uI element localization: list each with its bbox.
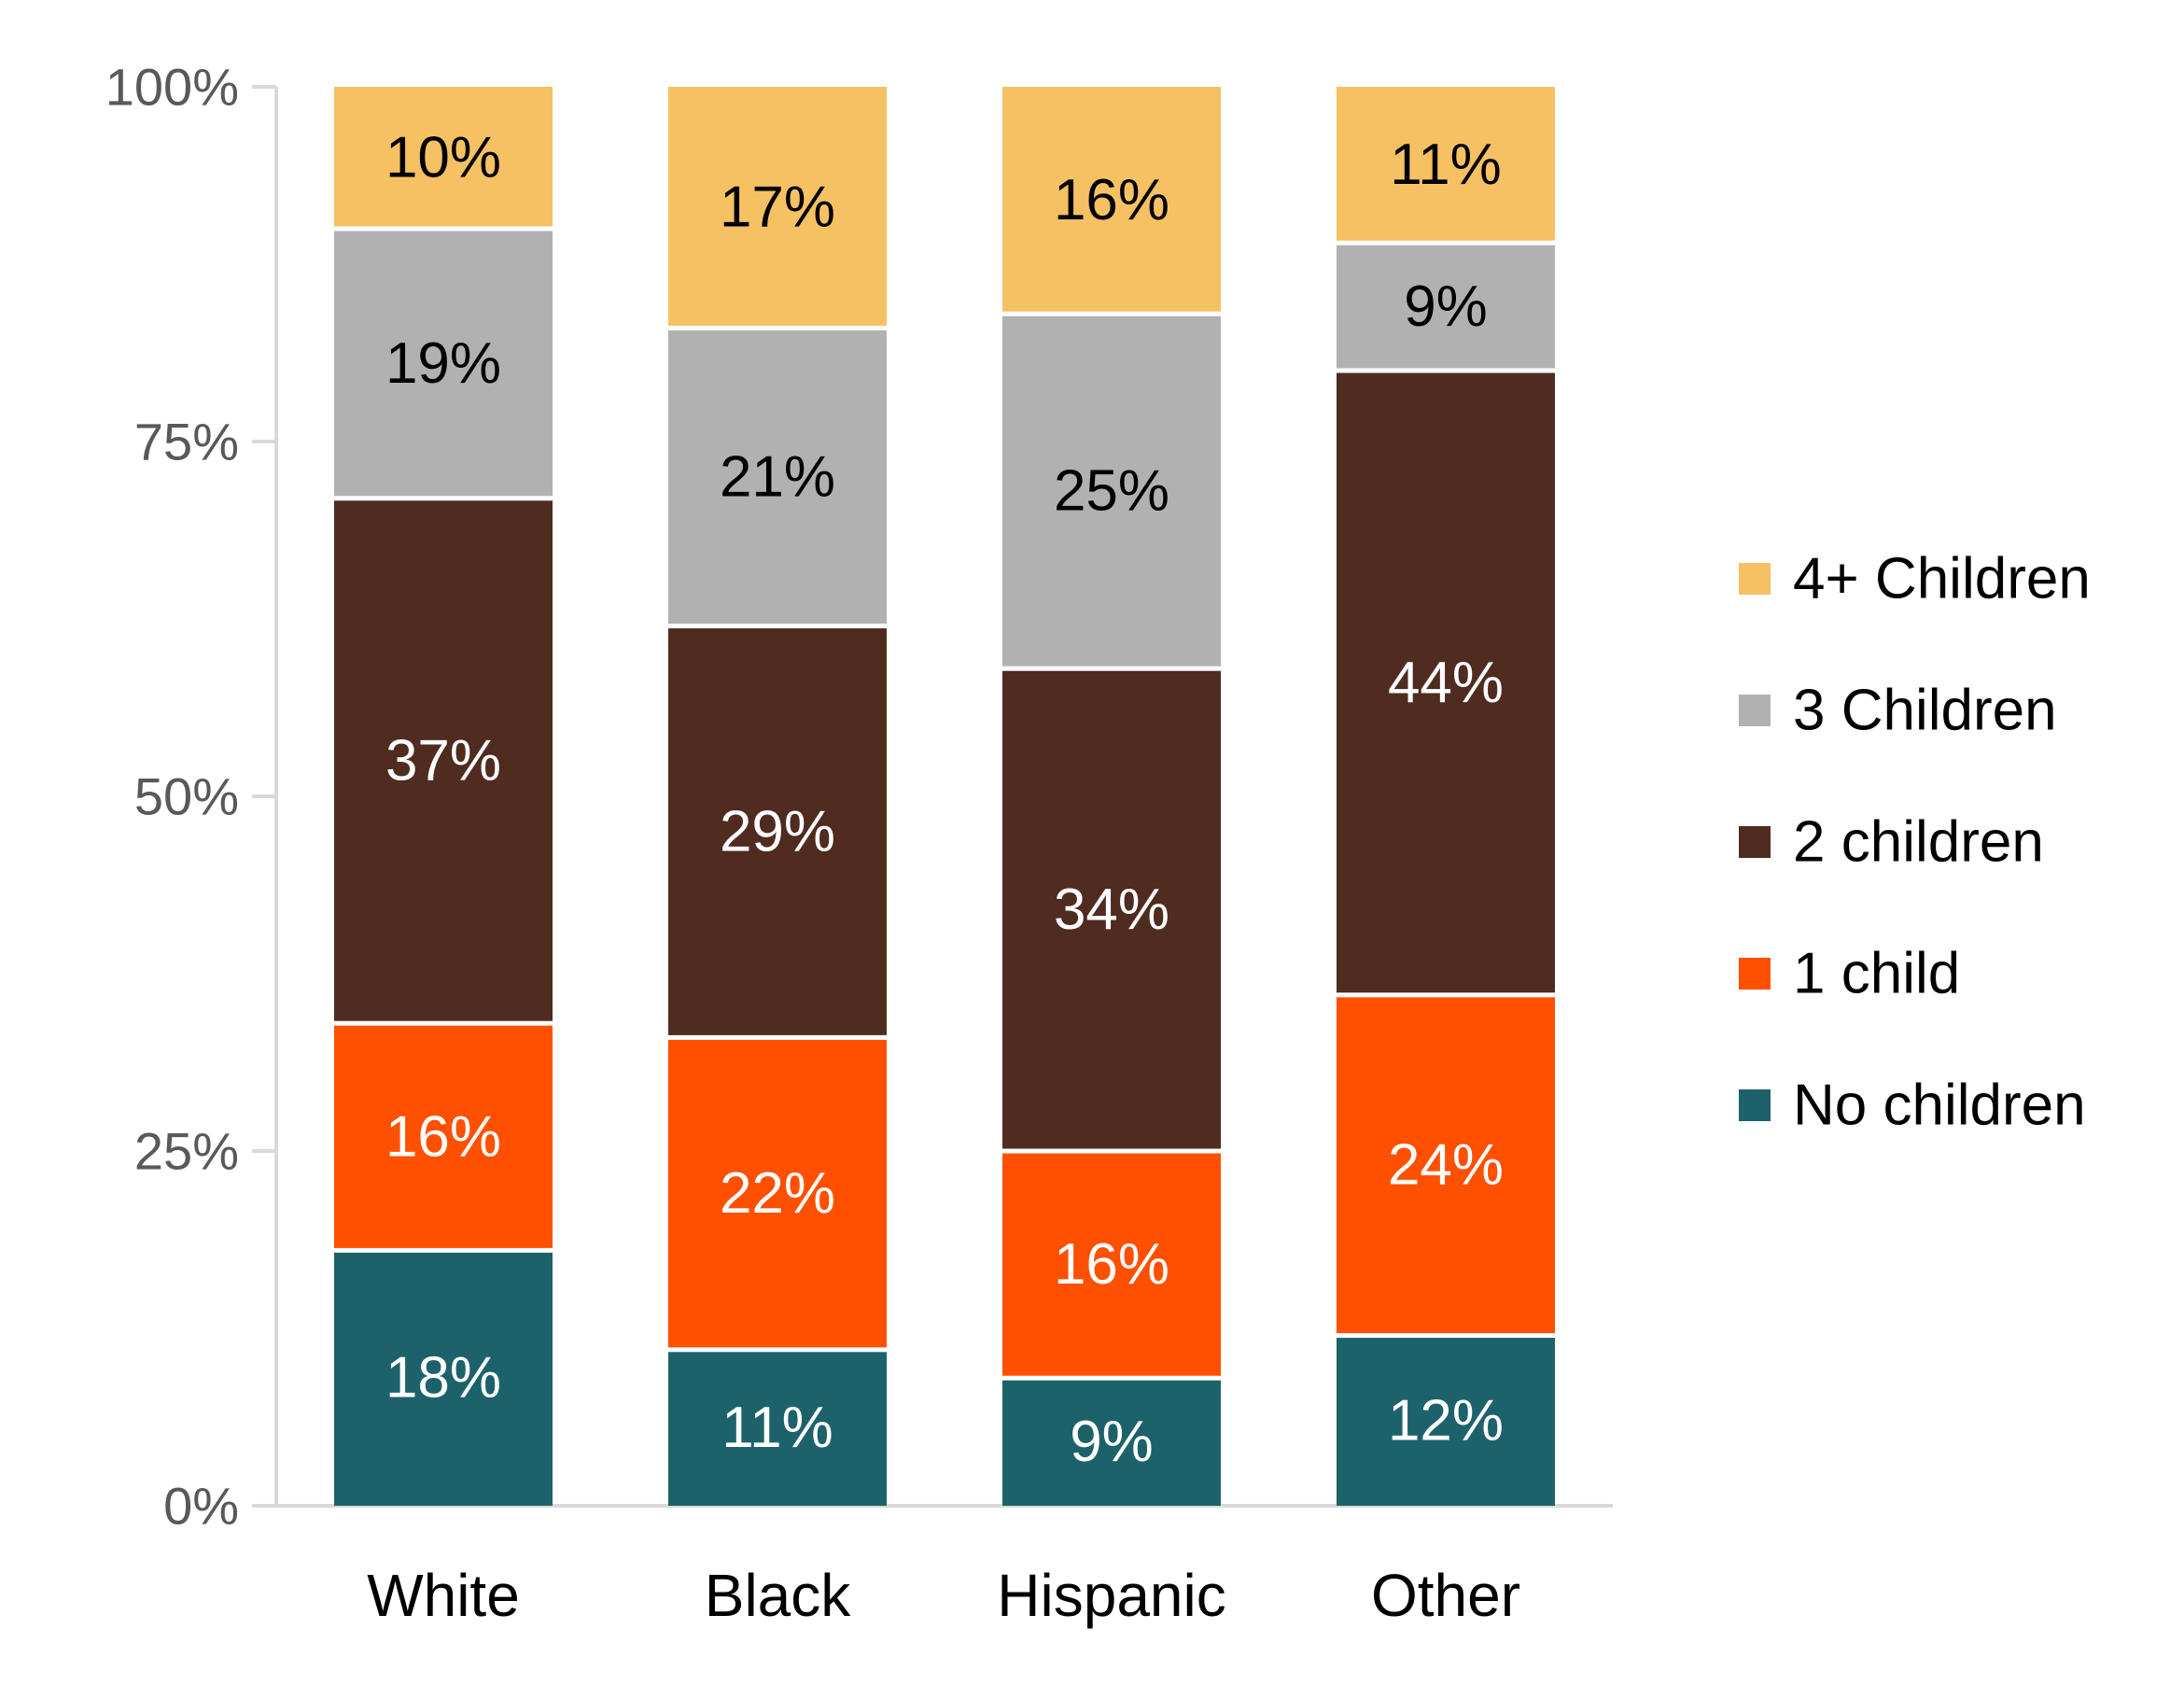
y-axis: 0% 25% 50% 75% 100%: [105, 58, 278, 1536]
data-label: 24%: [1388, 1133, 1504, 1198]
legend-item-1-child[interactable]: 1 child: [1739, 942, 1960, 1006]
bar-segment-white-no-children: [334, 1252, 553, 1506]
x-axis: White Black Hispanic Other: [252, 1504, 1613, 1629]
data-label: 9%: [1070, 1410, 1154, 1474]
bar-segment-white-1-child: [334, 1025, 553, 1248]
legend-label: 2 children: [1793, 810, 2044, 875]
data-label: 16%: [1054, 168, 1169, 232]
bar-segment-black-4-children: [668, 87, 887, 326]
data-label: 16%: [385, 1104, 501, 1169]
legend-swatch: [1739, 958, 1771, 990]
legend-item-no-children[interactable]: No children: [1739, 1074, 2086, 1138]
legend-item-4-children[interactable]: 4+ Children: [1739, 547, 2091, 611]
data-label: 37%: [385, 729, 501, 793]
bar-segment-black-2-children: [668, 628, 887, 1035]
data-label: 19%: [385, 331, 501, 396]
bars: [334, 87, 1555, 1506]
legend-label: 4+ Children: [1793, 547, 2091, 611]
data-label: 29%: [720, 800, 835, 864]
data-label: 18%: [385, 1346, 501, 1411]
legend-item-3-children[interactable]: 3 Children: [1739, 679, 2057, 743]
bar-segment-white-4-children: [334, 87, 553, 227]
x-category-label: White: [367, 1562, 520, 1629]
data-label: 21%: [720, 445, 835, 510]
bar-segment-other-1-child: [1337, 997, 1555, 1334]
data-label: 22%: [720, 1161, 835, 1226]
bar-segment-white-3-children: [334, 231, 553, 497]
legend-label: 3 Children: [1793, 679, 2057, 743]
x-category-label: Other: [1371, 1562, 1520, 1629]
legend-swatch: [1739, 1089, 1771, 1121]
legend[interactable]: 4+ Children 3 Children 2 children 1 child No…: [1739, 547, 2091, 1138]
bar-segment-black-1-child: [668, 1039, 887, 1348]
legend-label: No children: [1793, 1074, 2086, 1138]
y-tick-label: 25%: [134, 1122, 239, 1181]
data-label: 16%: [1054, 1232, 1169, 1297]
bar-segment-black-3-children: [668, 330, 887, 625]
legend-item-2-children[interactable]: 2 children: [1739, 810, 2044, 875]
data-label: 12%: [1388, 1388, 1504, 1453]
legend-swatch: [1739, 563, 1771, 595]
bar-segment-other-2-children: [1337, 372, 1555, 993]
data-label: 34%: [1054, 878, 1169, 942]
legend-label: 1 child: [1793, 942, 1960, 1006]
data-label: 10%: [385, 126, 501, 190]
bar-segment-hispanic-4-children: [1002, 87, 1221, 312]
bar-segment-hispanic-1-child: [1002, 1153, 1221, 1376]
data-label: 9%: [1404, 274, 1488, 339]
bar-segment-hispanic-3-children: [1002, 316, 1221, 667]
legend-swatch: [1739, 826, 1771, 858]
data-label: 17%: [720, 176, 835, 240]
legend-swatch: [1739, 695, 1771, 726]
y-tick-label: 75%: [134, 413, 239, 471]
data-label: 44%: [1388, 651, 1504, 715]
bar-segment-hispanic-2-children: [1002, 670, 1221, 1149]
data-label: 11%: [1390, 133, 1502, 197]
y-tick-label: 50%: [134, 767, 239, 826]
x-category-label: Black: [705, 1562, 852, 1629]
x-category-label: Hispanic: [997, 1562, 1225, 1629]
bar-segment-black-no-children: [668, 1352, 887, 1506]
data-label: 11%: [721, 1396, 833, 1460]
bar-segment-hispanic-no-children: [1002, 1380, 1221, 1506]
bar-segment-other-no-children: [1337, 1338, 1555, 1506]
bar-segment-other-3-children: [1337, 245, 1555, 369]
bar-segment-white-2-children: [334, 500, 553, 1021]
bar-labels: 18% 16% 37% 19% 10% 11% 22% 29% 21% 17% 9% 16% 34% 25…: [385, 126, 1504, 1475]
data-label: 25%: [1054, 459, 1169, 524]
y-tick-label: 100%: [105, 58, 239, 117]
y-tick-label: 0%: [163, 1477, 239, 1536]
bar-segment-other-4-children: [1337, 87, 1555, 241]
